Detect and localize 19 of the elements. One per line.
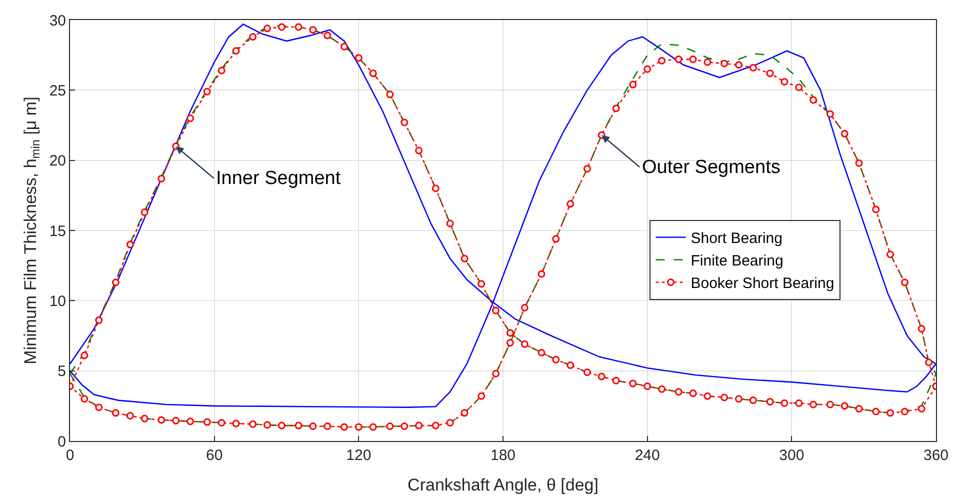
y-tick-label: 20 bbox=[49, 152, 66, 170]
y-tick-label: 5 bbox=[58, 363, 66, 380]
y-tick-label: 25 bbox=[49, 82, 66, 100]
x-axis-title: Crankshaft Angle, θ [deg] bbox=[408, 475, 598, 494]
legend-label: Finite Bearing bbox=[690, 252, 784, 270]
x-tick-label: 360 bbox=[923, 447, 949, 464]
x-tick-label: 120 bbox=[346, 447, 372, 464]
y-tick-label: 10 bbox=[49, 292, 66, 310]
x-tick-label: 240 bbox=[634, 447, 660, 464]
x-tick-label: 60 bbox=[206, 447, 223, 464]
legend-label: Booker Short Bearing bbox=[690, 275, 834, 292]
legend-label: Short Bearing bbox=[690, 230, 782, 248]
annotation: Outer Segments bbox=[642, 157, 780, 178]
x-tick-label: 180 bbox=[490, 447, 516, 464]
y-tick-label: 30 bbox=[49, 12, 66, 30]
x-tick-label: 300 bbox=[779, 447, 804, 464]
y-tick-label: 15 bbox=[49, 222, 66, 240]
y-tick-label: 0 bbox=[58, 433, 66, 450]
annotation: Inner Segment bbox=[216, 168, 342, 189]
